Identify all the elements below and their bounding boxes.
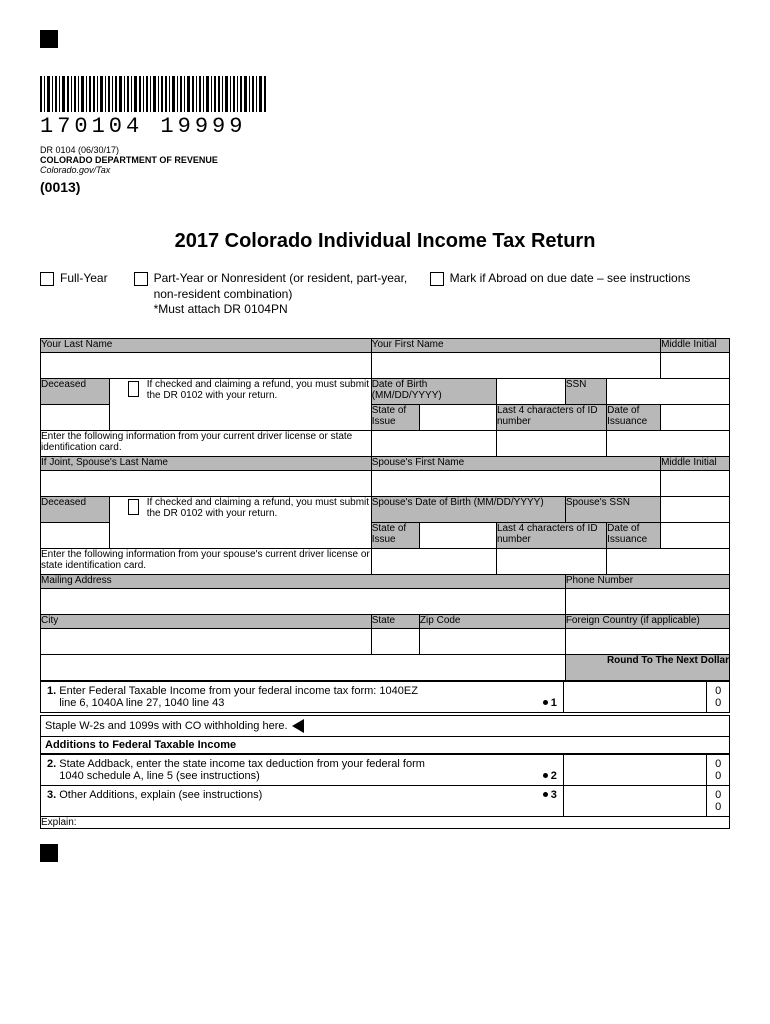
sp-deceased-spacer [41, 522, 110, 548]
line1-cents: 0 0 [707, 681, 730, 712]
line1-text: 1. Enter Federal Taxable Income from you… [41, 681, 564, 712]
first-name-input[interactable] [371, 352, 660, 378]
last4-header: Last 4 characters of ID number [496, 404, 606, 430]
residency-checkboxes: Full-Year Part-Year or Nonresident (or r… [40, 271, 730, 318]
sp-state-issue-input[interactable] [419, 522, 496, 548]
last-name-input[interactable] [41, 352, 372, 378]
sp-last4-header: Last 4 characters of ID number [496, 522, 606, 548]
sp-mi-input[interactable] [661, 470, 730, 496]
barcode-text: 170104 19999 [40, 114, 730, 139]
sp-date-issuance-header: Date of Issuance [607, 522, 661, 548]
additions-table: 2. State Addback, enter the state income… [40, 754, 730, 829]
deceased-note-cell: If checked and claiming a refund, you mu… [109, 378, 371, 430]
zip-input[interactable] [419, 628, 565, 654]
line1-amount[interactable] [563, 681, 707, 712]
round-spacer [41, 654, 566, 680]
additions-header: Additions to Federal Taxable Income [40, 737, 730, 754]
sp-date-issuance-input[interactable] [661, 522, 730, 548]
sp-deceased-note-cell: If checked and claiming a refund, you mu… [109, 496, 371, 548]
sp-deceased-checkbox[interactable] [128, 499, 139, 515]
phone-header: Phone Number [565, 574, 729, 588]
line3-cents: 0 0 [707, 785, 730, 816]
last-name-header: Your Last Name [41, 338, 372, 352]
city-input[interactable] [41, 628, 372, 654]
explain-row: Explain: [41, 816, 730, 828]
state-input[interactable] [371, 628, 419, 654]
sp-first-header: Spouse's First Name [371, 456, 660, 470]
full-year-checkbox[interactable] [40, 272, 54, 286]
taxpayer-info-table: Your Last Name Your First Name Middle In… [40, 338, 730, 681]
mailing-input[interactable] [41, 588, 566, 614]
line3-amount[interactable] [563, 785, 707, 816]
ssn-input[interactable] [607, 378, 730, 404]
page-title: 2017 Colorado Individual Income Tax Retu… [40, 230, 730, 253]
sp-state-issue-value[interactable] [371, 548, 496, 574]
sp-deceased-note: If checked and claiming a refund, you mu… [147, 497, 371, 519]
phone-input[interactable] [565, 588, 729, 614]
zip-header: Zip Code [419, 614, 565, 628]
dot-icon [543, 792, 548, 797]
barcode [40, 76, 730, 112]
deceased-input-spacer [41, 404, 110, 430]
sp-dob-header: Spouse's Date of Birth (MM/DD/YYYY) [371, 496, 565, 522]
state-header: State [371, 614, 419, 628]
dob-header: Date of Birth (MM/DD/YYYY) [371, 378, 496, 404]
sp-date-issuance-value[interactable] [607, 548, 730, 574]
dot-icon [543, 773, 548, 778]
foreign-header: Foreign Country (if applicable) [565, 614, 729, 628]
full-year-label: Full-Year [60, 271, 108, 287]
part-year-label: Part-Year or Nonresident (or resident, p… [154, 271, 414, 318]
dot-icon [543, 700, 548, 705]
state-issue-value[interactable] [371, 430, 496, 456]
mailing-header: Mailing Address [41, 574, 566, 588]
line3-text: 3. Other Additions, explain (see instruc… [41, 785, 564, 816]
line2-amount[interactable] [563, 754, 707, 785]
last4-value[interactable] [496, 430, 606, 456]
corner-mark-bottom [40, 844, 58, 862]
sp-last4-value[interactable] [496, 548, 606, 574]
sp-last-input[interactable] [41, 470, 372, 496]
sp-ssn-input[interactable] [661, 496, 730, 522]
form-header: 170104 19999 DR 0104 (06/30/17) COLORADO… [40, 76, 730, 195]
deceased-checkbox[interactable] [128, 381, 139, 397]
department-url: Colorado.gov/Tax [40, 165, 730, 175]
date-issuance-input[interactable] [661, 404, 730, 430]
sp-dl-note: Enter the following information from you… [41, 548, 372, 574]
sp-state-issue-header: State of Issue [371, 522, 419, 548]
line2-text: 2. State Addback, enter the state income… [41, 754, 564, 785]
round-header: Round To The Next Dollar [565, 654, 729, 680]
form-id: DR 0104 (06/30/17) [40, 145, 730, 155]
dob-input[interactable] [496, 378, 565, 404]
ssn-header: SSN [565, 378, 606, 404]
abroad-checkbox[interactable] [430, 272, 444, 286]
state-issue-input[interactable] [419, 404, 496, 430]
deceased-note: If checked and claiming a refund, you mu… [147, 379, 371, 401]
explain-label: Explain: [41, 817, 77, 828]
corner-mark-top [40, 30, 58, 48]
part-year-checkbox[interactable] [134, 272, 148, 286]
line1-table: 1. Enter Federal Taxable Income from you… [40, 681, 730, 713]
date-issuance-header: Date of Issuance [607, 404, 661, 430]
city-header: City [41, 614, 372, 628]
sp-deceased-header: Deceased [41, 496, 110, 522]
arrow-left-icon [292, 719, 304, 733]
sp-mi-header: Middle Initial [661, 456, 730, 470]
deceased-header: Deceased [41, 378, 110, 404]
dl-note: Enter the following information from you… [41, 430, 372, 456]
state-issue-header: State of Issue [371, 404, 419, 430]
mi-input[interactable] [661, 352, 730, 378]
sp-last-header: If Joint, Spouse's Last Name [41, 456, 372, 470]
line2-cents: 0 0 [707, 754, 730, 785]
foreign-input[interactable] [565, 628, 729, 654]
form-code: (0013) [40, 179, 730, 195]
abroad-label: Mark if Abroad on due date – see instruc… [450, 271, 691, 287]
department-name: COLORADO DEPARTMENT OF REVENUE [40, 155, 730, 165]
date-issuance-value[interactable] [607, 430, 730, 456]
mi-header: Middle Initial [661, 338, 730, 352]
staple-row: Staple W-2s and 1099s with CO withholdin… [40, 715, 730, 737]
sp-ssn-header: Spouse's SSN [565, 496, 660, 522]
first-name-header: Your First Name [371, 338, 660, 352]
sp-first-input[interactable] [371, 470, 660, 496]
